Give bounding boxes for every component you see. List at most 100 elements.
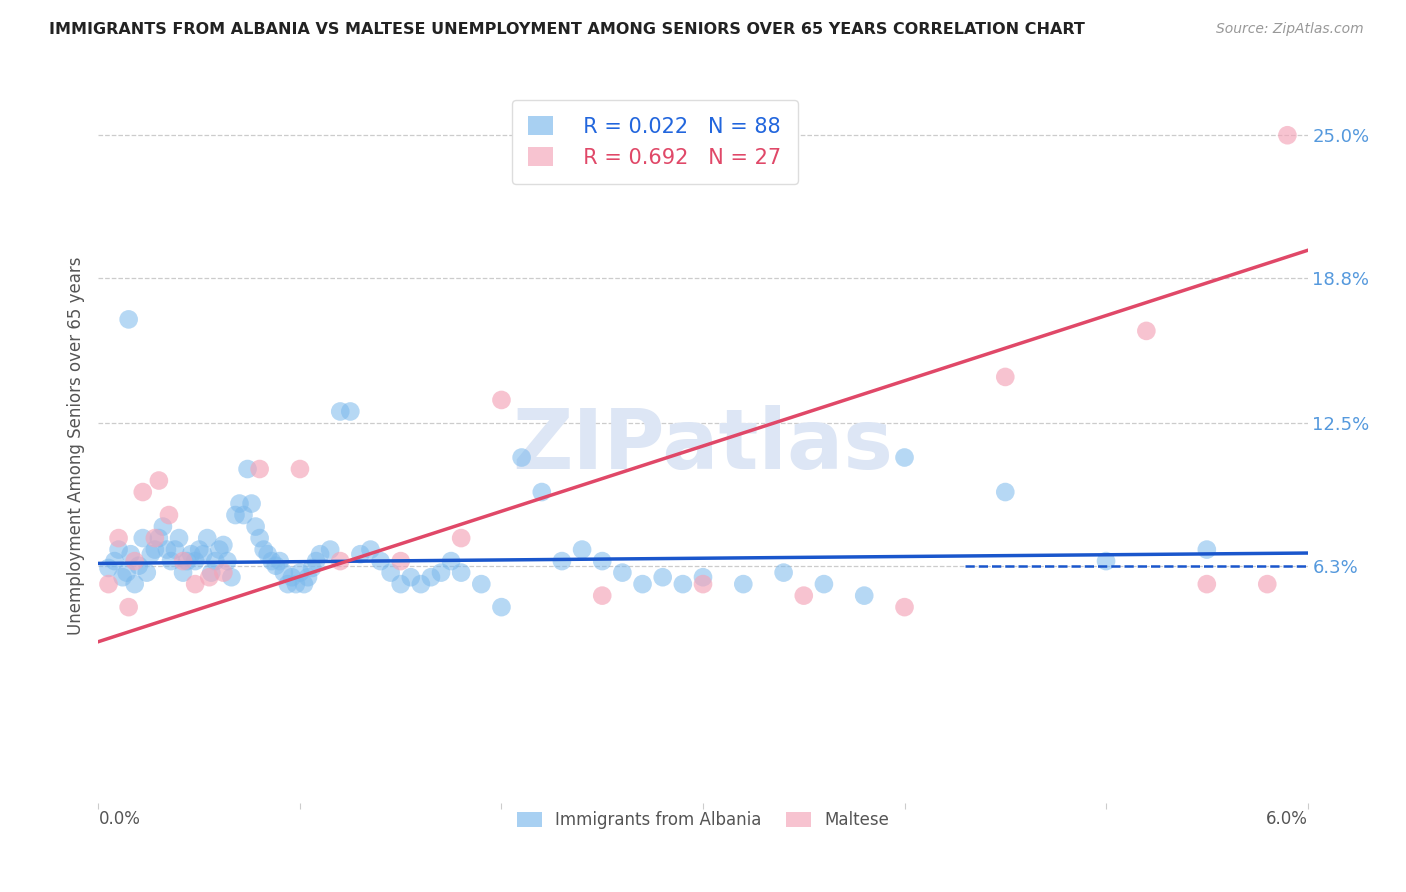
Point — [132, 485, 155, 500]
Point — [107, 531, 129, 545]
Point — [339, 404, 361, 418]
Point — [200, 566, 222, 580]
Text: IMMIGRANTS FROM ALBANIA VS MALTESE UNEMPLOYMENT AMONG SENIORS OVER 65 YEARS CORR: IMMIGRANTS FROM ALBANIA VS MALTESE UNEMP… — [49, 22, 1085, 37]
Point — [349, 547, 371, 561]
Point — [135, 566, 157, 580]
Point — [172, 554, 194, 568]
Point — [450, 531, 472, 545]
Point — [309, 547, 332, 561]
Point — [249, 462, 271, 476]
Text: ZIPatlas: ZIPatlas — [513, 406, 893, 486]
Point — [389, 577, 412, 591]
Point — [97, 577, 120, 591]
Point — [380, 566, 402, 580]
Point — [793, 589, 815, 603]
Point — [212, 538, 235, 552]
Point — [132, 531, 155, 545]
Point — [188, 542, 211, 557]
Point — [245, 519, 267, 533]
Point — [184, 554, 207, 568]
Point — [148, 474, 170, 488]
Point — [217, 554, 239, 568]
Point — [288, 566, 311, 580]
Point — [1195, 577, 1218, 591]
Point — [118, 600, 141, 615]
Point — [204, 554, 226, 568]
Point — [240, 497, 263, 511]
Point — [264, 558, 287, 573]
Point — [994, 485, 1017, 500]
Point — [152, 519, 174, 533]
Point — [281, 570, 304, 584]
Point — [1135, 324, 1157, 338]
Point — [120, 547, 142, 561]
Text: 0.0%: 0.0% — [98, 810, 141, 828]
Point — [370, 554, 392, 568]
Point — [148, 531, 170, 545]
Point — [193, 547, 215, 561]
Point — [319, 542, 342, 557]
Point — [163, 542, 186, 557]
Point — [167, 531, 190, 545]
Point — [591, 589, 613, 603]
Point — [118, 312, 141, 326]
Point — [440, 554, 463, 568]
Point — [1277, 128, 1299, 143]
Point — [124, 554, 146, 568]
Y-axis label: Unemployment Among Seniors over 65 years: Unemployment Among Seniors over 65 years — [66, 257, 84, 635]
Point — [692, 570, 714, 584]
Point — [228, 497, 250, 511]
Point — [221, 570, 243, 584]
Point — [115, 566, 138, 580]
Point — [172, 566, 194, 580]
Point — [1195, 542, 1218, 557]
Point — [470, 577, 492, 591]
Point — [176, 554, 198, 568]
Point — [160, 554, 183, 568]
Point — [124, 577, 146, 591]
Point — [399, 570, 422, 584]
Point — [143, 542, 166, 557]
Point — [103, 554, 125, 568]
Point — [893, 600, 915, 615]
Legend: Immigrants from Albania, Maltese: Immigrants from Albania, Maltese — [508, 803, 898, 838]
Point — [236, 462, 259, 476]
Point — [139, 547, 162, 561]
Point — [772, 566, 794, 580]
Point — [813, 577, 835, 591]
Point — [97, 561, 120, 575]
Point — [143, 531, 166, 545]
Point — [551, 554, 574, 568]
Point — [256, 547, 278, 561]
Point — [530, 485, 553, 500]
Point — [612, 566, 634, 580]
Point — [128, 558, 150, 573]
Point — [571, 542, 593, 557]
Point — [651, 570, 673, 584]
Point — [853, 589, 876, 603]
Point — [107, 542, 129, 557]
Point — [208, 542, 231, 557]
Point — [157, 508, 180, 522]
Point — [253, 542, 276, 557]
Point — [292, 577, 315, 591]
Point — [212, 566, 235, 580]
Text: 6.0%: 6.0% — [1265, 810, 1308, 828]
Point — [733, 577, 755, 591]
Point — [1095, 554, 1118, 568]
Point — [491, 600, 513, 615]
Point — [224, 508, 246, 522]
Point — [269, 554, 291, 568]
Point — [360, 542, 382, 557]
Point — [249, 531, 271, 545]
Point — [389, 554, 412, 568]
Point — [260, 554, 283, 568]
Point — [284, 577, 307, 591]
Point — [430, 566, 453, 580]
Point — [450, 566, 472, 580]
Point — [591, 554, 613, 568]
Point — [305, 554, 328, 568]
Point — [156, 542, 179, 557]
Point — [195, 531, 218, 545]
Point — [180, 547, 202, 561]
